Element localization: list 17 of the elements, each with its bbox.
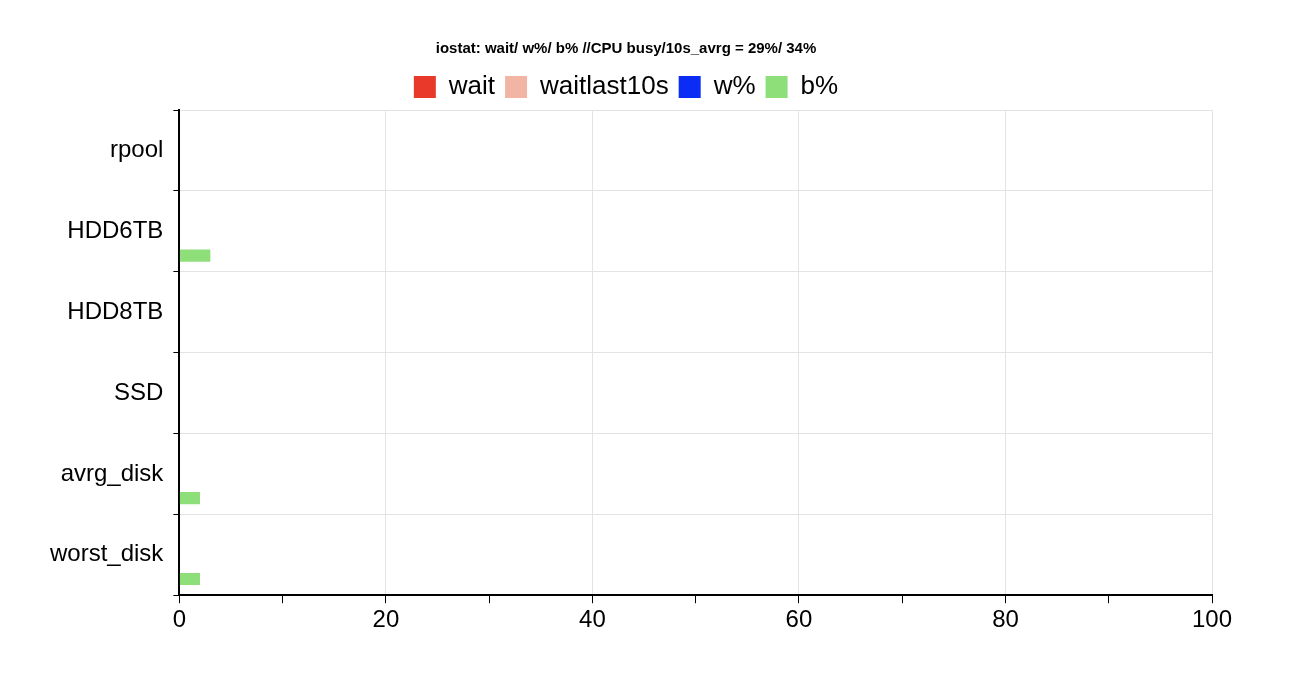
x-tick-label: 40 bbox=[579, 605, 606, 633]
y-tick-label: rpool bbox=[109, 135, 164, 163]
x-tick-label: 0 bbox=[172, 605, 187, 633]
chart-title: iostat: wait/ w%/ b% //CPU busy/10s_avrg = 29%/ 34% bbox=[435, 39, 817, 57]
legend-label: w% bbox=[712, 70, 756, 101]
legend-label: wait bbox=[447, 70, 496, 101]
x-tick-label: 20 bbox=[372, 605, 400, 633]
y-tick-label: worst_disk bbox=[48, 539, 165, 567]
legend-label: b% bbox=[800, 70, 839, 101]
legend-label: waitlast10s bbox=[539, 70, 669, 101]
y-tick-label: HDD8TB bbox=[67, 296, 164, 324]
y-tick-label: SSD bbox=[114, 377, 164, 405]
y-tick-label: avrg_disk bbox=[60, 458, 165, 486]
x-tick-label: 80 bbox=[992, 605, 1019, 633]
x-tick-label: 100 bbox=[1191, 605, 1233, 633]
x-tick-label: 60 bbox=[785, 605, 813, 633]
y-tick-label: HDD6TB bbox=[67, 215, 164, 243]
